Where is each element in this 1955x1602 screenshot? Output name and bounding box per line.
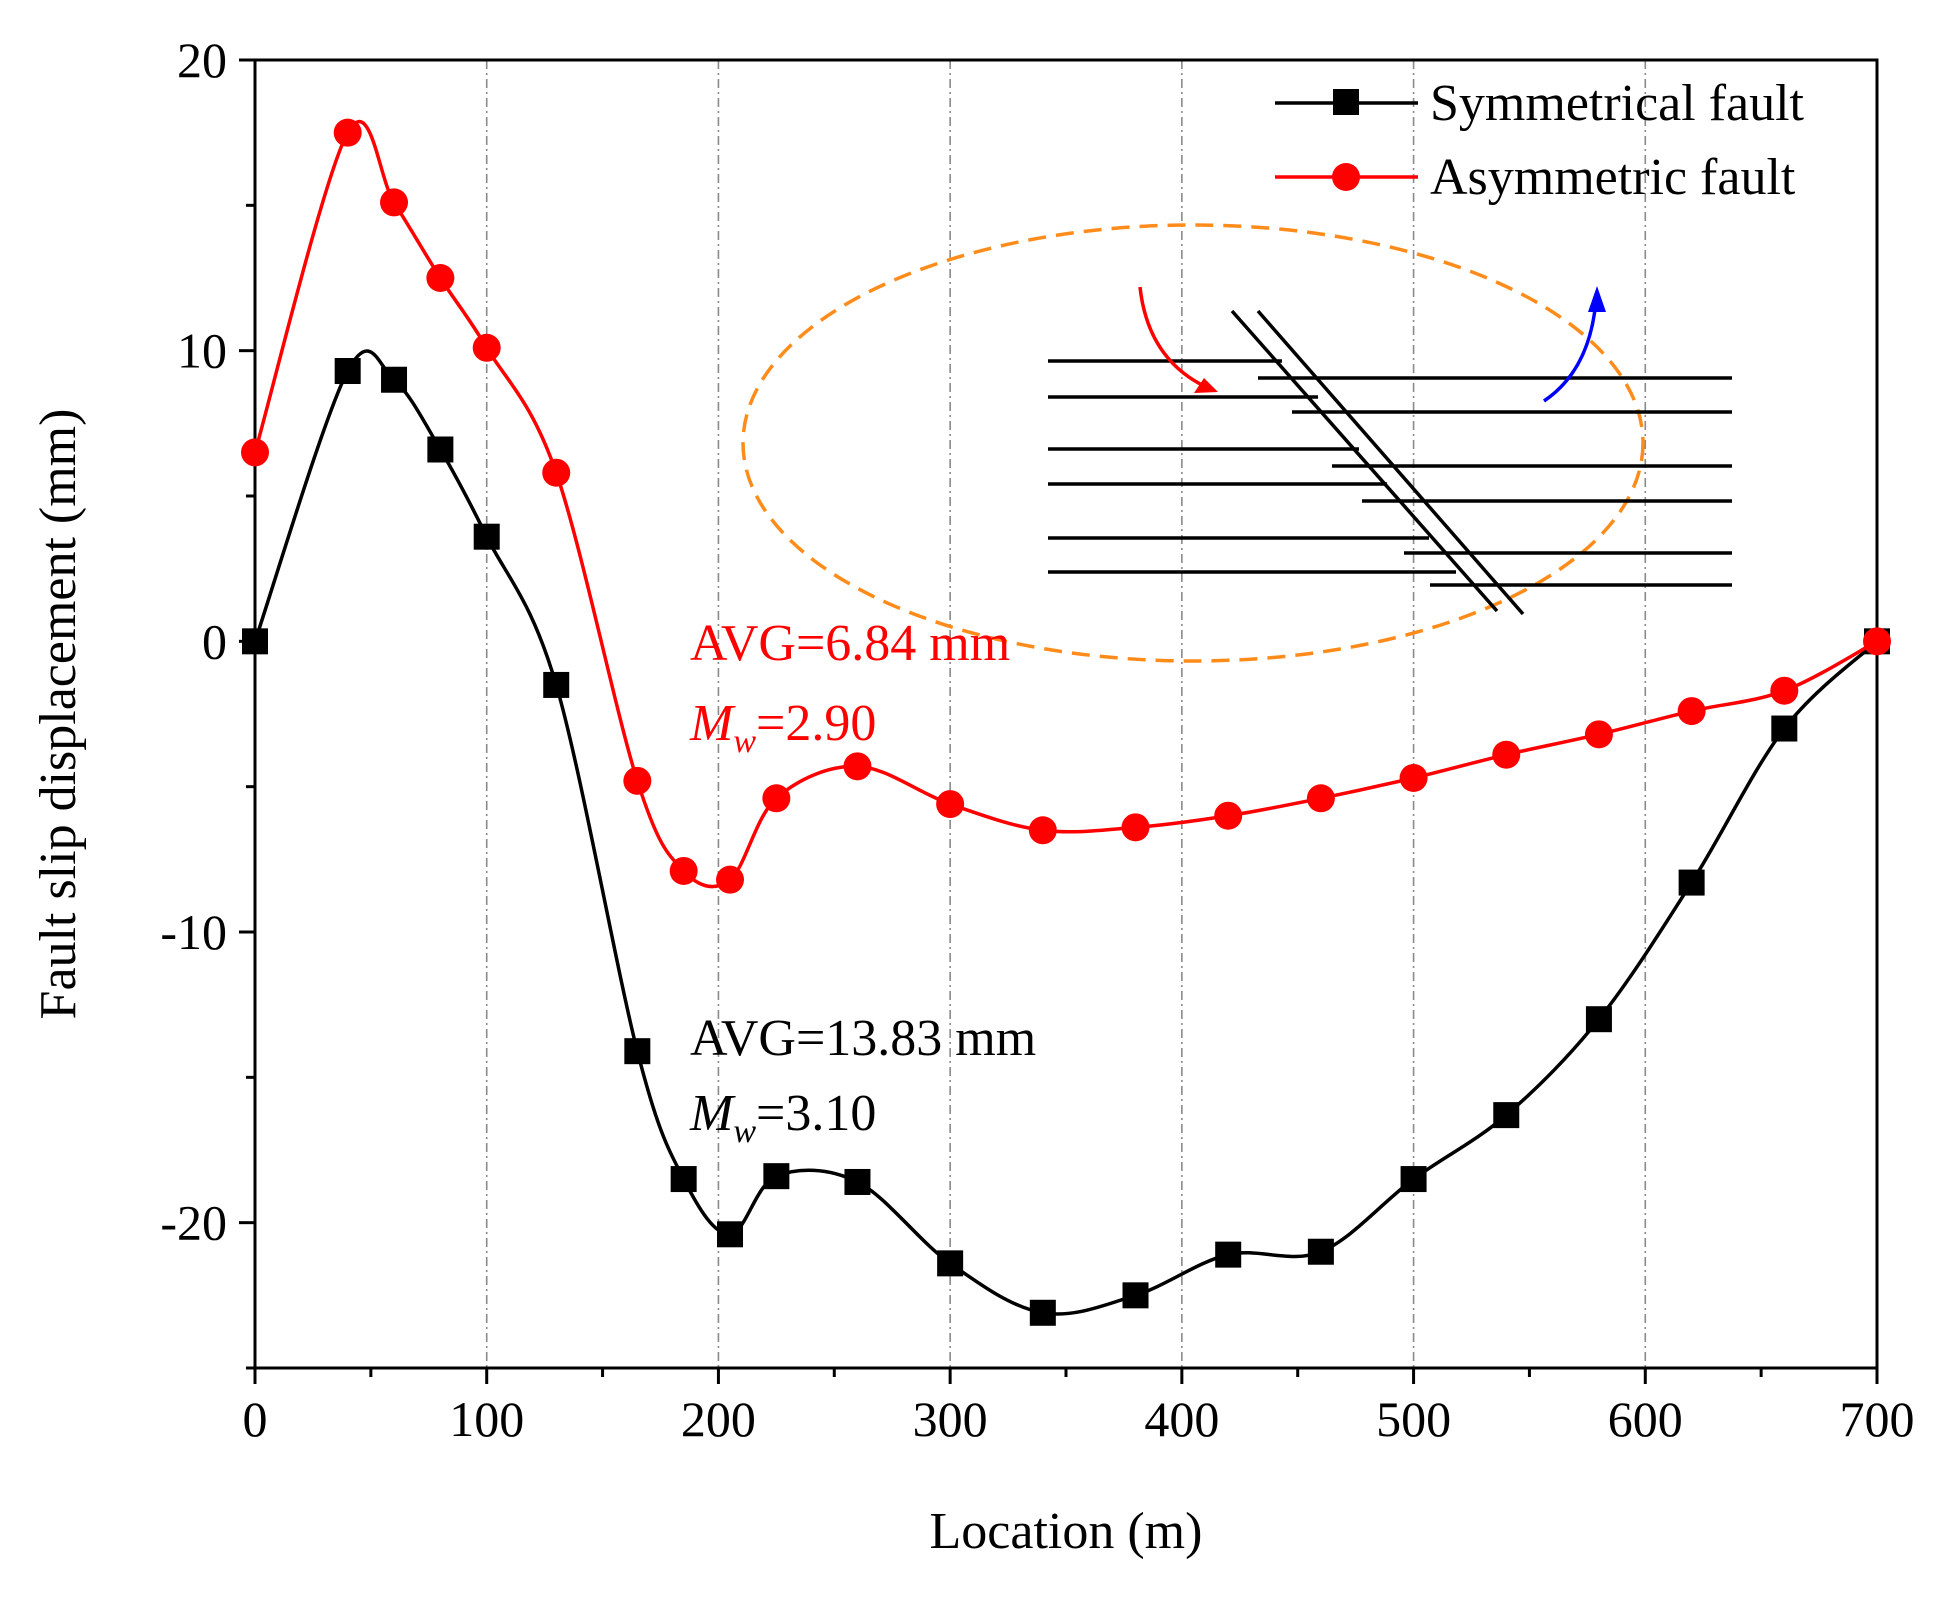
series-symmetrical — [242, 349, 1890, 1326]
data-point — [763, 1163, 790, 1190]
data-point — [380, 188, 409, 217]
x-tick-label: 300 — [913, 1391, 988, 1447]
data-point — [843, 752, 872, 781]
series-line — [253, 349, 1879, 1316]
fault-plane-line — [1230, 309, 1499, 613]
y-tick-label: 0 — [202, 613, 227, 669]
up-arrow-icon — [1543, 299, 1598, 403]
x-tick-label: 400 — [1144, 1391, 1219, 1447]
data-point — [1677, 697, 1706, 726]
data-point — [1771, 715, 1798, 742]
fault-plane-line — [1256, 309, 1525, 616]
sym-mw-label: Mw=3.10 — [689, 1085, 876, 1150]
data-point — [381, 366, 408, 393]
data-point — [543, 671, 570, 698]
data-point — [936, 790, 965, 819]
data-point — [1215, 1241, 1242, 1268]
data-point — [1770, 676, 1799, 705]
series-asymmetric — [241, 118, 1891, 894]
data-point — [670, 1166, 697, 1193]
legend-marker-square — [1333, 89, 1359, 115]
axes: 0 100 200 300 400 500 600 700 -20 -10 0 10 20 Locatio… — [30, 32, 1915, 1560]
data-point — [1122, 1282, 1149, 1309]
data-point — [1584, 720, 1613, 749]
data-point — [426, 264, 455, 292]
data-point — [717, 1221, 744, 1248]
data-point — [1493, 1102, 1520, 1129]
y-tick-label: 20 — [177, 32, 227, 88]
down-arrow-head-icon — [1194, 378, 1218, 393]
x-tick-label: 700 — [1840, 1391, 1915, 1447]
series-layer — [241, 118, 1891, 1326]
grid-lines — [485, 60, 1647, 1368]
x-tick-label: 0 — [243, 1391, 268, 1447]
legend: Symmetrical fault Asymmetric fault — [1275, 75, 1805, 206]
x-tick-label: 500 — [1376, 1391, 1451, 1447]
data-point — [1400, 1166, 1427, 1193]
x-axis-title: Location (m) — [930, 1503, 1203, 1560]
annotations: AVG=6.84 mm Mw=2.90 AVG=13.83 mm Mw=3.10 — [689, 615, 1036, 1150]
data-point — [1307, 1238, 1334, 1265]
y-axis-title: Fault slip displacement (mm) — [30, 409, 87, 1020]
data-point — [473, 523, 500, 550]
x-tick-label: 600 — [1608, 1391, 1683, 1447]
sym-avg-label: AVG=13.83 mm — [690, 1010, 1036, 1067]
data-point — [472, 333, 501, 362]
data-point — [1214, 801, 1243, 830]
data-point — [1029, 1299, 1056, 1326]
legend-label-asymmetric: Asymmetric fault — [1430, 149, 1796, 206]
down-arrow-icon — [1138, 286, 1209, 390]
data-point — [334, 358, 361, 385]
data-point — [1863, 627, 1891, 656]
asym-mw-label: Mw=2.90 — [689, 695, 876, 760]
fault-schematic-inset — [741, 223, 1732, 663]
data-point — [333, 118, 362, 147]
inset-ellipse — [741, 223, 1645, 663]
data-point — [1492, 740, 1521, 769]
y-tick-label: -20 — [160, 1195, 227, 1251]
legend-label-symmetrical: Symmetrical fault — [1430, 75, 1805, 132]
legend-marker-circle — [1332, 163, 1360, 191]
plot-frame — [253, 58, 1879, 1370]
data-point — [623, 766, 652, 795]
series-line — [253, 120, 1878, 889]
data-point — [542, 458, 571, 487]
rock-layers — [1048, 309, 1732, 616]
data-point — [762, 784, 791, 813]
data-point — [427, 436, 454, 463]
data-point — [1028, 816, 1057, 845]
data-point — [242, 628, 268, 655]
data-point — [716, 865, 745, 894]
y-tick-label: -10 — [160, 904, 227, 960]
asym-avg-label: AVG=6.84 mm — [690, 615, 1010, 672]
data-point — [937, 1250, 964, 1277]
data-point — [1678, 869, 1705, 896]
x-tick-label: 100 — [449, 1391, 524, 1447]
data-point — [241, 438, 269, 467]
data-point — [1121, 813, 1150, 842]
data-point — [669, 856, 698, 885]
data-point — [1306, 784, 1335, 813]
data-point — [624, 1038, 651, 1065]
y-tick-label: 10 — [177, 323, 227, 379]
x-tick-label: 200 — [681, 1391, 756, 1447]
data-point — [1585, 1006, 1612, 1033]
data-point — [1399, 763, 1428, 792]
up-arrow-head-icon — [1588, 286, 1606, 312]
data-point — [844, 1168, 871, 1195]
